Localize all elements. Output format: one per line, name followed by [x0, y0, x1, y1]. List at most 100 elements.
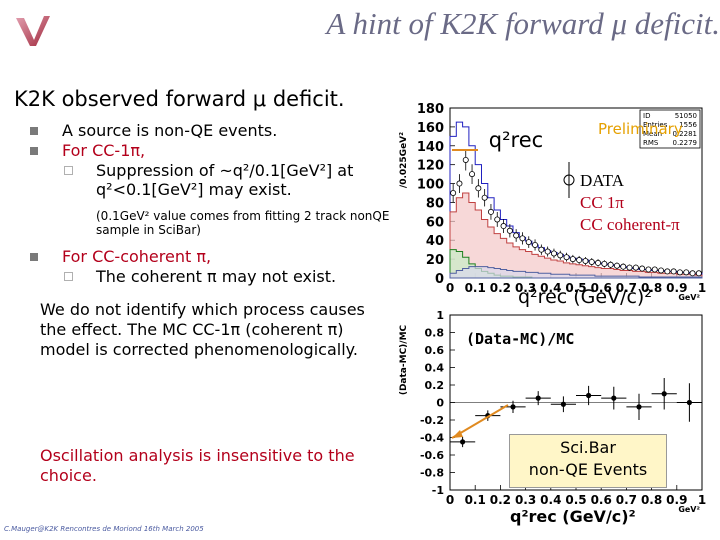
data-point [626, 264, 633, 271]
ratio-ytick-label: 0 [436, 397, 444, 410]
data-point [664, 268, 671, 275]
data-point [550, 250, 557, 257]
stats-value-rms: 0.2279 [673, 139, 698, 147]
hist-xaxis-title: q²rec (GeV/c)² [518, 286, 652, 308]
stats-value-id: 51050 [675, 112, 697, 120]
data-point [450, 189, 457, 196]
sub-bullet-text: Suppression of ~q²/0.1[GeV²] at q²<0.1[G… [96, 161, 354, 199]
hollow-square-bullet-icon [64, 166, 73, 175]
data-point [613, 262, 620, 269]
hist-ytick-label: 40 [426, 234, 444, 249]
bullet-text: For CC-1π, [62, 141, 146, 160]
sub-bullet-2: Suppression of ~q²/0.1[GeV²] at q²<0.1[G… [30, 161, 410, 199]
square-bullet-icon [30, 127, 38, 135]
data-point [595, 259, 602, 266]
hist-ytick-label: 140 [417, 140, 444, 155]
square-bullet-icon [30, 147, 38, 155]
ratio-ytick-label: 0.4 [425, 362, 445, 375]
hollow-square-bullet-icon [64, 272, 73, 281]
data-point [588, 258, 595, 265]
ratio-ytick-label: -0.8 [420, 467, 444, 480]
hist-ytick-label: 180 [417, 102, 444, 117]
bullet-2: For CC-1π, [30, 141, 410, 161]
ratio-xtick-label: 0.2 [490, 493, 511, 507]
stats-box: ID 51050 Entries 1556 Mean 0.2281 RMS 0.… [639, 109, 701, 149]
data-point [670, 268, 677, 275]
scibar-line-2: non-QE Events [528, 460, 648, 479]
ratio-ytick-label: 0.2 [425, 379, 445, 392]
ratio-xtick-label: 0.7 [616, 493, 637, 507]
ratio-xtick-label: 0.9 [666, 493, 687, 507]
ratio-yticks: -1 -0.8 -0.6 -0.4 -0.2 0 0.2 0.4 0.6 0.8 1 [420, 309, 455, 497]
ratio-point [586, 392, 592, 399]
data-point [563, 254, 570, 261]
ratio-ytick-label: 1 [436, 309, 444, 322]
sub-bullet-text: The coherent π may not exist. [96, 267, 337, 286]
hist-series-cc-1- [449, 192, 703, 279]
ratio-plot-title: (Data-MC)/MC [464, 330, 577, 348]
stats-box-frame [639, 109, 701, 149]
square-bullet-icon [30, 253, 38, 261]
hist-xtick-label: 0.1 [465, 281, 486, 295]
data-point [658, 267, 665, 274]
scibar-line-1: Sci.Bar [560, 438, 616, 457]
data-point [689, 270, 696, 277]
bullet-1: A source is non-QE events. [30, 121, 410, 141]
hist-series-qe [449, 266, 703, 279]
data-point [557, 252, 564, 259]
ratio-xtick-label: 0.1 [465, 493, 486, 507]
oscillation-note: Oscillation analysis is insensitive to t… [40, 446, 355, 485]
ratio-ylabel: (Data-MC)/MC [399, 324, 409, 395]
ratio-point [686, 399, 693, 406]
ratio-point [460, 439, 466, 445]
hist-xtick-label: 0.7 [616, 281, 637, 295]
hist-ytick-label: 160 [417, 121, 444, 136]
bullet-text: A source is non-QE events. [62, 121, 278, 140]
hist-ytick-label: 20 [426, 253, 444, 268]
hist-ytick-label: 0 [435, 272, 444, 287]
data-point [651, 266, 658, 273]
hist-yticks: 0 20 40 60 80 100 120 140 160 180 [417, 102, 455, 287]
hist-ytick-label: 120 [417, 159, 444, 174]
bullet-list: A source is non-QE events. For CC-1π, Su… [30, 121, 410, 286]
preliminary-stamp: Preliminary [598, 120, 683, 138]
ratio-xunit: GeV² [678, 505, 700, 514]
ratio-point [611, 395, 617, 401]
data-point [506, 227, 513, 234]
ratio-xtick-label: 0.3 [515, 493, 536, 507]
data-point [683, 269, 690, 276]
data-point [519, 235, 526, 242]
hist-xtick-label: 0.2 [490, 281, 511, 295]
ratio-point [636, 404, 642, 410]
mc-model-paragraph: We do not identify which process causes … [40, 300, 365, 359]
legend-data: DATA [580, 171, 624, 190]
stats-label-mean: Mean [643, 130, 662, 138]
ratio-data-points [450, 378, 702, 448]
q2rec-label: q²rec [480, 122, 552, 158]
hist-ylabel: /0.025GeV² [399, 132, 409, 188]
data-point [532, 241, 539, 248]
data-point [576, 257, 583, 264]
data-point [513, 232, 520, 239]
hist-ytick-label: 100 [417, 178, 444, 193]
data-point [569, 256, 576, 263]
ratio-ytick-label: -0.4 [420, 432, 444, 445]
bullet-text: For CC-coherent π, [62, 247, 212, 266]
stats-label-id: ID [643, 112, 650, 120]
hist-xtick-label: 0.4 [540, 281, 561, 295]
data-point [645, 266, 652, 273]
data-point [469, 171, 476, 178]
data-point [676, 269, 683, 276]
hist-ytick-label: 60 [426, 215, 444, 230]
hist-xticks: 0 0.1 0.2 0.3 0.4 0.5 0.6 0.7 0.8 0.9 1 [446, 273, 706, 295]
ratio-point [560, 401, 567, 407]
ratio-xaxis-title: q²rec (GeV/c)² [510, 507, 636, 526]
data-point [632, 264, 639, 271]
scibar-box: Sci.Bar non-QE Events [509, 434, 667, 488]
ratio-xtick-label: 0 [446, 493, 454, 507]
data-point [639, 265, 646, 272]
logo [14, 14, 54, 48]
data-point [481, 194, 488, 201]
hist-legend: DATA CC 1π CC coherent-π [580, 170, 680, 236]
